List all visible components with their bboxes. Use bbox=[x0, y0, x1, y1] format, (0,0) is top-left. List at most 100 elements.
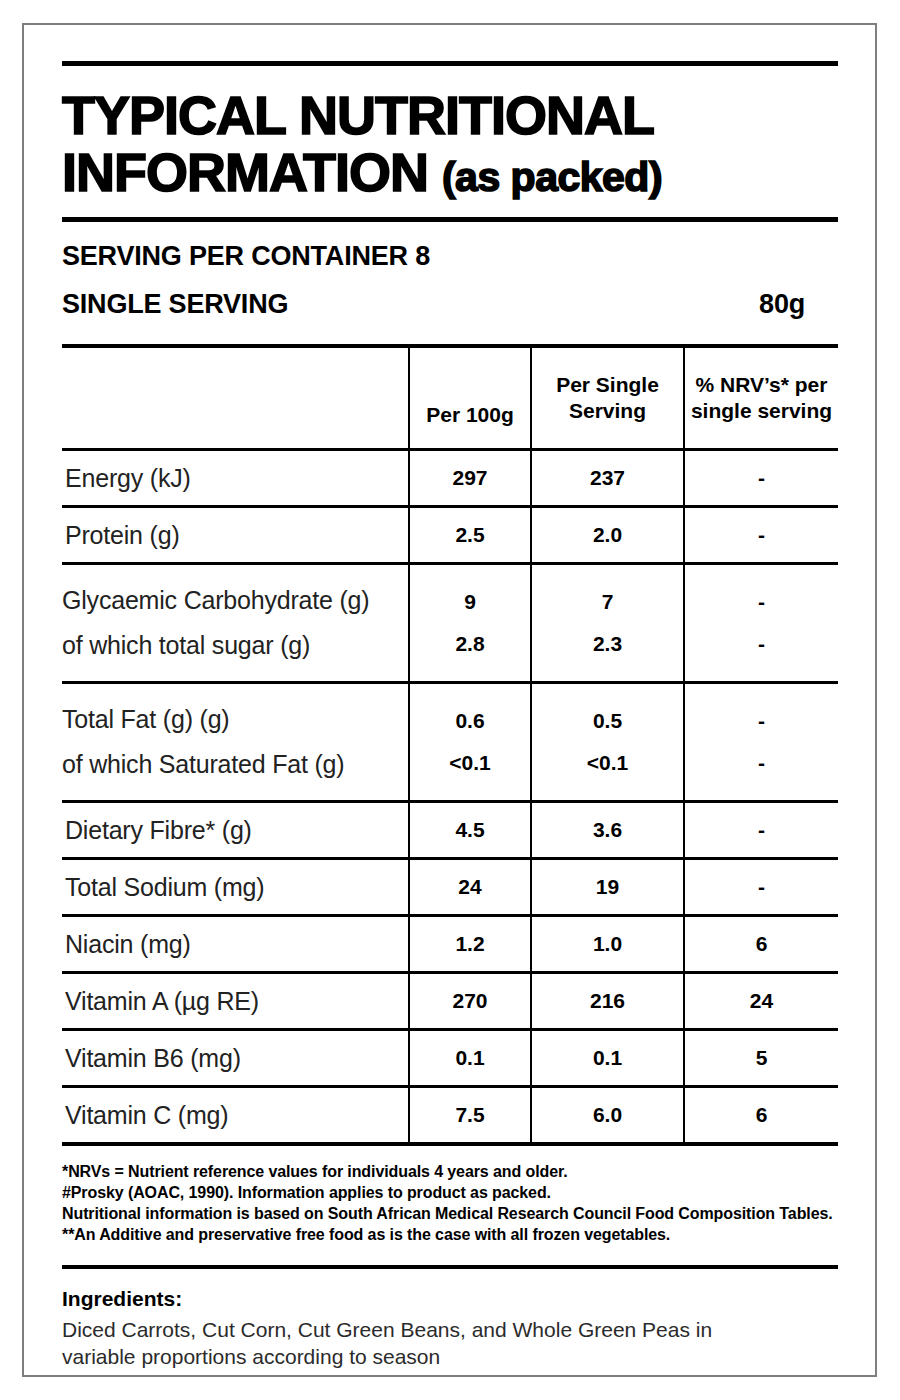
per-100g-value-cell: 0.1 bbox=[408, 1031, 530, 1085]
per-100g-value-cell: 4.5 bbox=[408, 803, 530, 857]
single-serving-row: SINGLE SERVING 80g bbox=[62, 289, 838, 320]
nrv-value-cell: 24 bbox=[683, 974, 838, 1028]
nutrient-name: Energy (kJ) bbox=[65, 464, 191, 493]
nutrient-value: 6.0 bbox=[593, 1103, 622, 1127]
nutrient-name: Vitamin A (µg RE) bbox=[65, 987, 259, 1016]
nutrient-value: - bbox=[758, 751, 765, 775]
table-row: Total Fat (g) (g) of which Saturated Fat … bbox=[62, 684, 838, 803]
table-row: Niacin (mg) 1.2 1.0 6 bbox=[62, 917, 838, 974]
nrv-value-cell: 5 bbox=[683, 1031, 838, 1085]
nutrient-label-cell: Vitamin A (µg RE) bbox=[62, 974, 408, 1028]
table-row: Glycaemic Carbohydrate (g)of which total… bbox=[62, 565, 838, 684]
title-line-1: TYPICAL NUTRITIONAL bbox=[62, 87, 838, 144]
nutrient-name: of which Saturated Fat (g) bbox=[62, 750, 344, 779]
table-row: Vitamin C (mg) 7.5 6.0 6 bbox=[62, 1088, 838, 1142]
nutrient-value: - bbox=[758, 466, 765, 490]
page-title: TYPICAL NUTRITIONAL INFORMATION (as pack… bbox=[62, 87, 838, 206]
per-100g-value-cell: 270 bbox=[408, 974, 530, 1028]
per-serving-value-cell: 216 bbox=[530, 974, 683, 1028]
title-line-2-main: INFORMATION bbox=[62, 142, 428, 202]
nrv-value-cell: 6 bbox=[683, 1088, 838, 1142]
nutrient-value: 0.5 bbox=[593, 709, 622, 733]
per-100g-value-cell: 1.2 bbox=[408, 917, 530, 971]
nutrition-table: Per 100g Per Single Serving % NRV’s* per… bbox=[62, 344, 838, 1146]
title-suffix: (as packed) bbox=[442, 154, 662, 200]
nutrient-value: 19 bbox=[596, 875, 619, 899]
nrv-value-cell: -- bbox=[683, 684, 838, 800]
per-serving-value-cell: 2.0 bbox=[530, 508, 683, 562]
nutrient-value: 6 bbox=[756, 1103, 768, 1127]
table-row: Vitamin A (µg RE) 270 216 24 bbox=[62, 974, 838, 1031]
table-row: Total Sodium (mg) 24 19 - bbox=[62, 860, 838, 917]
nutrient-value: 216 bbox=[590, 989, 625, 1013]
per-100g-value-cell: 297 bbox=[408, 451, 530, 505]
nutrient-label-cell: Vitamin B6 (mg) bbox=[62, 1031, 408, 1085]
title-line-2: INFORMATION (as packed) bbox=[62, 144, 838, 206]
single-serving-label: SINGLE SERVING bbox=[62, 289, 288, 320]
nutrient-name: of which total sugar (g) bbox=[62, 631, 310, 660]
per-serving-value-cell: 6.0 bbox=[530, 1088, 683, 1142]
nutrient-value: <0.1 bbox=[587, 751, 628, 775]
nutrient-value: 2.3 bbox=[593, 632, 622, 656]
nutrient-name: Total Fat (g) (g) bbox=[62, 705, 229, 734]
nutrient-name: Vitamin C (mg) bbox=[65, 1101, 228, 1130]
nutrition-label-page: TYPICAL NUTRITIONAL INFORMATION (as pack… bbox=[0, 0, 900, 1400]
servings-per-container-label: SERVING PER CONTAINER 8 bbox=[62, 241, 838, 272]
single-serving-value: 80g bbox=[759, 289, 838, 320]
per-serving-value-cell: 19 bbox=[530, 860, 683, 914]
nutrient-value: - bbox=[758, 632, 765, 656]
nutrient-value: 297 bbox=[452, 466, 487, 490]
nrv-value-cell: - bbox=[683, 508, 838, 562]
nutrient-label-cell: Protein (g) bbox=[62, 508, 408, 562]
nutrient-value: 9 bbox=[464, 590, 476, 614]
nutrient-value: 2.8 bbox=[455, 632, 484, 656]
nutrient-value: 4.5 bbox=[455, 818, 484, 842]
per-serving-value-cell: 3.6 bbox=[530, 803, 683, 857]
nutrient-value: 0.6 bbox=[455, 709, 484, 733]
per-serving-value-cell: 237 bbox=[530, 451, 683, 505]
title-underline bbox=[62, 217, 838, 222]
table-row: Energy (kJ) 297 237 - bbox=[62, 451, 838, 508]
nutrient-value: 1.2 bbox=[455, 932, 484, 956]
label-content: TYPICAL NUTRITIONAL INFORMATION (as pack… bbox=[62, 23, 838, 1370]
nutrient-value: 2.0 bbox=[593, 523, 622, 547]
nutrient-name: Vitamin B6 (mg) bbox=[65, 1044, 241, 1073]
nutrient-label-cell: Energy (kJ) bbox=[62, 451, 408, 505]
per-serving-value-cell: 1.0 bbox=[530, 917, 683, 971]
nutrient-label-cell: Total Sodium (mg) bbox=[62, 860, 408, 914]
nutrient-value: 7.5 bbox=[455, 1103, 484, 1127]
nutrient-value: 0.1 bbox=[593, 1046, 622, 1070]
nutrient-value: <0.1 bbox=[449, 751, 490, 775]
footnotes: *NRVs = Nutrient reference values for in… bbox=[62, 1161, 838, 1245]
top-rule bbox=[62, 61, 838, 66]
nutrient-name: Total Sodium (mg) bbox=[65, 873, 264, 902]
nutrient-value: - bbox=[758, 875, 765, 899]
table-header-row: Per 100g Per Single Serving % NRV’s* per… bbox=[62, 348, 838, 451]
nrv-value-cell: 6 bbox=[683, 917, 838, 971]
per-serving-value-cell: 72.3 bbox=[530, 565, 683, 681]
header-per-100g: Per 100g bbox=[408, 348, 530, 448]
nrv-value-cell: - bbox=[683, 860, 838, 914]
per-100g-value-cell: 24 bbox=[408, 860, 530, 914]
nutrient-label-cell: Dietary Fibre* (g) bbox=[62, 803, 408, 857]
nutrient-name: Niacin (mg) bbox=[65, 930, 191, 959]
nutrient-value: 24 bbox=[750, 989, 773, 1013]
nutrient-value: 1.0 bbox=[593, 932, 622, 956]
per-100g-value-cell: 7.5 bbox=[408, 1088, 530, 1142]
nutrient-label-cell: Total Fat (g) (g) of which Saturated Fat … bbox=[62, 684, 408, 800]
nutrient-value: 7 bbox=[602, 590, 614, 614]
table-row: Vitamin B6 (mg) 0.1 0.1 5 bbox=[62, 1031, 838, 1088]
table-row: Dietary Fibre* (g) 4.5 3.6 - bbox=[62, 803, 838, 860]
per-serving-value-cell: 0.1 bbox=[530, 1031, 683, 1085]
nutrient-value: 6 bbox=[756, 932, 768, 956]
nutrient-label-cell: Glycaemic Carbohydrate (g)of which total… bbox=[62, 565, 408, 681]
header-nutrient-column bbox=[62, 348, 408, 448]
nutrient-value: - bbox=[758, 709, 765, 733]
per-100g-value-cell: 2.5 bbox=[408, 508, 530, 562]
nrv-value-cell: - bbox=[683, 803, 838, 857]
per-100g-value-cell: 0.6 <0.1 bbox=[408, 684, 530, 800]
nutrient-value: - bbox=[758, 523, 765, 547]
nutrient-name: Protein (g) bbox=[65, 521, 180, 550]
table-body: Energy (kJ) 297 237 - Protein (g) 2.5 2.… bbox=[62, 451, 838, 1142]
nutrient-value: 5 bbox=[756, 1046, 768, 1070]
